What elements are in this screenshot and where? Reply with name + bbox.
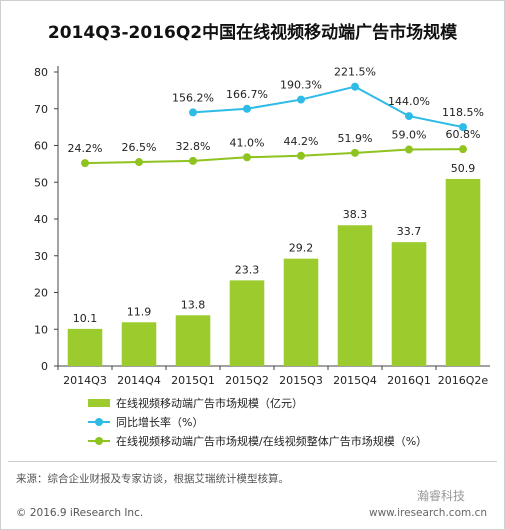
bar-value-label: 23.3 — [235, 263, 260, 276]
line-point — [405, 145, 413, 154]
watermark: 瀚睿科技 — [416, 489, 465, 503]
bar-value-label: 38.3 — [343, 208, 368, 221]
x-tick-label: 2014Q4 — [117, 374, 161, 387]
y-tick-label: 70 — [34, 103, 48, 116]
line-point — [297, 151, 305, 160]
line-point — [189, 108, 197, 117]
line-point — [135, 158, 143, 167]
line-value-label: 24.2% — [68, 142, 103, 155]
line-value-label: 118.5% — [442, 106, 484, 119]
y-tick-label: 0 — [41, 360, 48, 373]
line-point — [81, 159, 89, 168]
website: www.iresearch.com.cn — [368, 507, 487, 519]
line-value-label: 144.0% — [388, 95, 430, 108]
bar — [337, 225, 373, 366]
divider — [8, 461, 497, 462]
y-tick-label: 40 — [34, 213, 48, 226]
bar-value-label: 10.1 — [73, 312, 98, 325]
line-value-label: 41.0% — [230, 136, 265, 149]
bar — [391, 242, 427, 366]
line-point — [351, 82, 359, 91]
bar — [229, 280, 265, 366]
growth-rate-line — [192, 85, 464, 129]
bar — [445, 178, 481, 366]
share-line — [84, 148, 464, 165]
bar — [283, 258, 319, 366]
line-value-label: 44.2% — [284, 135, 319, 148]
legend-label-share: 在线视频移动端广告市场规模/在线视频整体广告市场规模（%） — [116, 434, 428, 448]
chart-title: 2014Q3-2016Q2中国在线视频移动端广告市场规模 — [47, 23, 458, 43]
legend-label-market-size: 在线视频移动端广告市场规模（亿元） — [116, 396, 303, 410]
copyright: © 2016.9 iResearch Inc. — [16, 507, 144, 519]
y-tick-label: 20 — [34, 287, 48, 300]
line-value-label: 51.9% — [338, 132, 373, 145]
x-tick-label: 2015Q4 — [333, 374, 377, 387]
legend-label-growth-rate: 同比增长率（%） — [116, 415, 204, 429]
line-point — [189, 156, 197, 165]
line-value-label: 190.3% — [280, 79, 322, 92]
y-tick-label: 60 — [34, 140, 48, 153]
legend-swatch-line-blue — [88, 417, 110, 426]
x-tick-label: 2016Q2e — [438, 374, 489, 387]
line-point — [297, 95, 305, 104]
x-tick-label: 2015Q2 — [225, 374, 269, 387]
line-value-label: 60.8% — [446, 128, 481, 141]
line-value-label: 26.5% — [122, 141, 157, 154]
line-value-label: 59.0% — [392, 129, 427, 142]
x-tick-label: 2015Q1 — [171, 374, 215, 387]
legend-item-market-size: 在线视频移动端广告市场规模（亿元） — [88, 393, 427, 412]
y-tick-label: 80 — [34, 66, 48, 79]
bar-value-label: 33.7 — [397, 225, 422, 238]
line-point — [459, 123, 467, 132]
bar-value-label: 50.9 — [451, 162, 476, 175]
bar-value-label: 29.2 — [289, 242, 314, 255]
line-point — [459, 145, 467, 154]
y-tick-label: 50 — [34, 176, 48, 189]
line-value-label: 166.7% — [226, 88, 268, 101]
bar — [175, 315, 211, 366]
legend-item-growth-rate: 同比增长率（%） — [88, 412, 427, 431]
legend-swatch-bar — [88, 398, 110, 407]
x-tick-label: 2014Q3 — [63, 374, 107, 387]
legend-swatch-line-green — [88, 436, 110, 445]
bar — [121, 322, 157, 366]
x-tick-label: 2015Q3 — [279, 374, 323, 387]
line-value-label: 32.8% — [176, 140, 211, 153]
bar — [67, 328, 103, 366]
legend-item-share: 在线视频移动端广告市场规模/在线视频整体广告市场规模（%） — [88, 431, 427, 450]
bar-value-label: 11.9 — [127, 305, 152, 318]
line-value-label: 156.2% — [172, 91, 214, 104]
x-tick-label: 2016Q1 — [387, 374, 431, 387]
line-value-label: 221.5% — [334, 66, 376, 79]
chart-legend: 在线视频移动端广告市场规模（亿元） 同比增长率（%） 在线视频移动端广告市场规模… — [88, 393, 427, 450]
line-point — [351, 148, 359, 157]
line-point — [243, 153, 251, 162]
line-point — [243, 104, 251, 113]
line-point — [405, 112, 413, 121]
y-tick-label: 30 — [34, 250, 48, 263]
y-tick-label: 10 — [34, 323, 48, 336]
source-note: 来源：综合企业财报及专家访谈，根据艾瑞统计模型核算。 — [16, 473, 289, 485]
bar-value-label: 13.8 — [181, 298, 206, 311]
